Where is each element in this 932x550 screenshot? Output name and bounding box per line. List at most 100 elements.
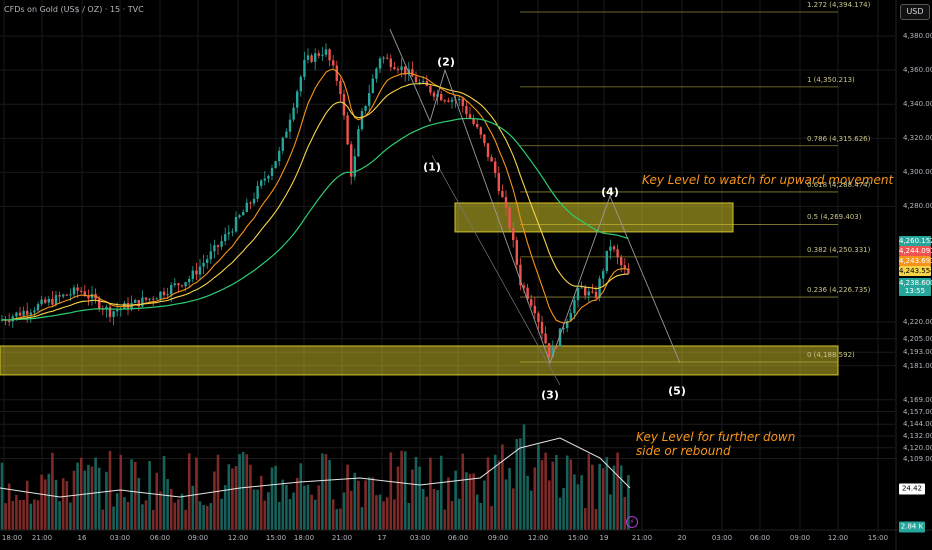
candle-body-72 [260,180,263,186]
time-tick-2: 16 [77,534,87,542]
volume-bar-14 [51,452,54,530]
volume-bar-1 [4,503,7,530]
volume-bar-15 [54,479,58,530]
volume-bar-134 [483,480,486,530]
symbol-title[interactable]: CFDs on Gold (US$ / OZ) · 15 · TVC [4,5,144,14]
volume-bar-132 [475,494,479,530]
candle-body-29 [105,306,108,310]
volume-bar-46 [166,479,169,530]
volume-bar-19 [69,502,72,530]
lower-key-zone [0,345,839,376]
volume-bar-72 [259,475,263,530]
candle-body-155 [558,328,562,347]
volume-bar-85 [306,484,310,530]
candle-body-104 [375,68,378,79]
fib-label-0: 1.272 (4,394.174) [807,1,871,9]
lightning-icon[interactable]: ⚡ [626,516,638,528]
volume-bar-110 [396,466,400,530]
time-tick-1: 21:00 [31,534,53,542]
volume-bar-104 [375,495,378,530]
currency-selector[interactable]: USD [900,4,930,20]
time-tick-12: 06:00 [447,534,469,542]
candle-body-93 [335,65,338,81]
candle-body-156 [562,328,565,330]
candle-body-89 [321,54,324,56]
candle-body-75 [270,168,274,176]
volume-badge-1: 2.84 K [899,521,925,533]
volume-bar-115 [414,456,418,530]
candle-body-136 [490,157,493,162]
wave-channel [431,155,561,386]
candle-body-71 [256,185,259,199]
candle-body-60 [216,245,220,247]
volume-bar-63 [227,464,231,530]
candle-body-160 [576,288,580,301]
price-badge-4: 4,238.600 [899,278,932,288]
volume-bar-121 [436,490,439,530]
fib-label-4: 0.5 (4,269.403) [807,213,862,222]
candle-body-94 [339,80,342,95]
time-tick-10: 17 [377,534,387,542]
candle-body-127 [458,98,461,101]
candle-body-148 [533,305,536,314]
volume-bar-160 [576,484,580,530]
volume-bar-101 [364,480,367,530]
candle-body-14 [51,298,54,305]
price-tick-7: 4,205.000 [903,334,932,343]
volume-bar-22 [79,457,83,530]
candle-body-16 [58,295,61,297]
price-tick-12: 4,144.000 [903,420,932,429]
candle-body-9 [33,310,36,313]
volume-bar-83 [299,463,303,530]
candle-body-169 [609,246,612,251]
volume-bar-147 [529,490,533,530]
candle-body-64 [231,231,234,233]
candle-body-117 [422,81,425,83]
time-tick-4: 06:00 [149,534,171,542]
candle-body-68 [245,202,248,212]
price-badge-1: 4,244.091 [899,246,932,256]
candle-body-124 [447,100,450,102]
price-tick-3: 4,320.000 [903,134,932,143]
volume-bar-35 [126,501,130,530]
candle-body-103 [371,78,374,94]
volume-bar-29 [105,471,108,530]
time-tick-17: 21:00 [631,534,653,542]
price-tick-14: 4,120.000 [903,443,932,452]
candle-body-24 [87,296,90,299]
candle-body-85 [306,55,310,60]
volume-bar-30 [108,450,112,530]
price-tick-15: 4,109.000 [903,454,932,463]
volume-bar-128 [461,453,465,530]
volume-bar-138 [497,460,501,530]
volume-bar-36 [130,459,133,530]
price-tick-11: 4,157.000 [903,407,932,416]
price-tick-4: 4,300.000 [903,168,932,177]
volume-bar-133 [479,503,483,530]
candle-body-51 [184,282,187,287]
volume-bar-40 [144,500,148,530]
candle-body-145 [522,285,526,288]
candle-body-77 [278,150,281,162]
candle-body-142 [512,228,515,241]
candle-body-58 [209,251,212,260]
volume-bar-117 [421,489,425,530]
volume-bar-69 [249,464,252,530]
volume-bar-167 [601,468,605,530]
volume-bar-123 [443,509,447,530]
volume-bar-57 [205,505,209,530]
candle-body-133 [479,127,482,135]
candle-body-7 [26,310,29,315]
candle-body-82 [296,91,299,108]
candle-body-31 [112,311,115,317]
time-tick-16: 19 [599,534,609,542]
fib-label-6: 0.236 (4,226.735) [807,286,871,295]
candle-body-129 [465,105,468,115]
volume-bar-79 [285,484,288,530]
volume-bar-70 [252,489,256,530]
ema-fast-line [1,68,629,324]
volume-bar-122 [439,455,443,530]
volume-bar-129 [465,472,468,530]
volume-bar-114 [411,469,414,530]
